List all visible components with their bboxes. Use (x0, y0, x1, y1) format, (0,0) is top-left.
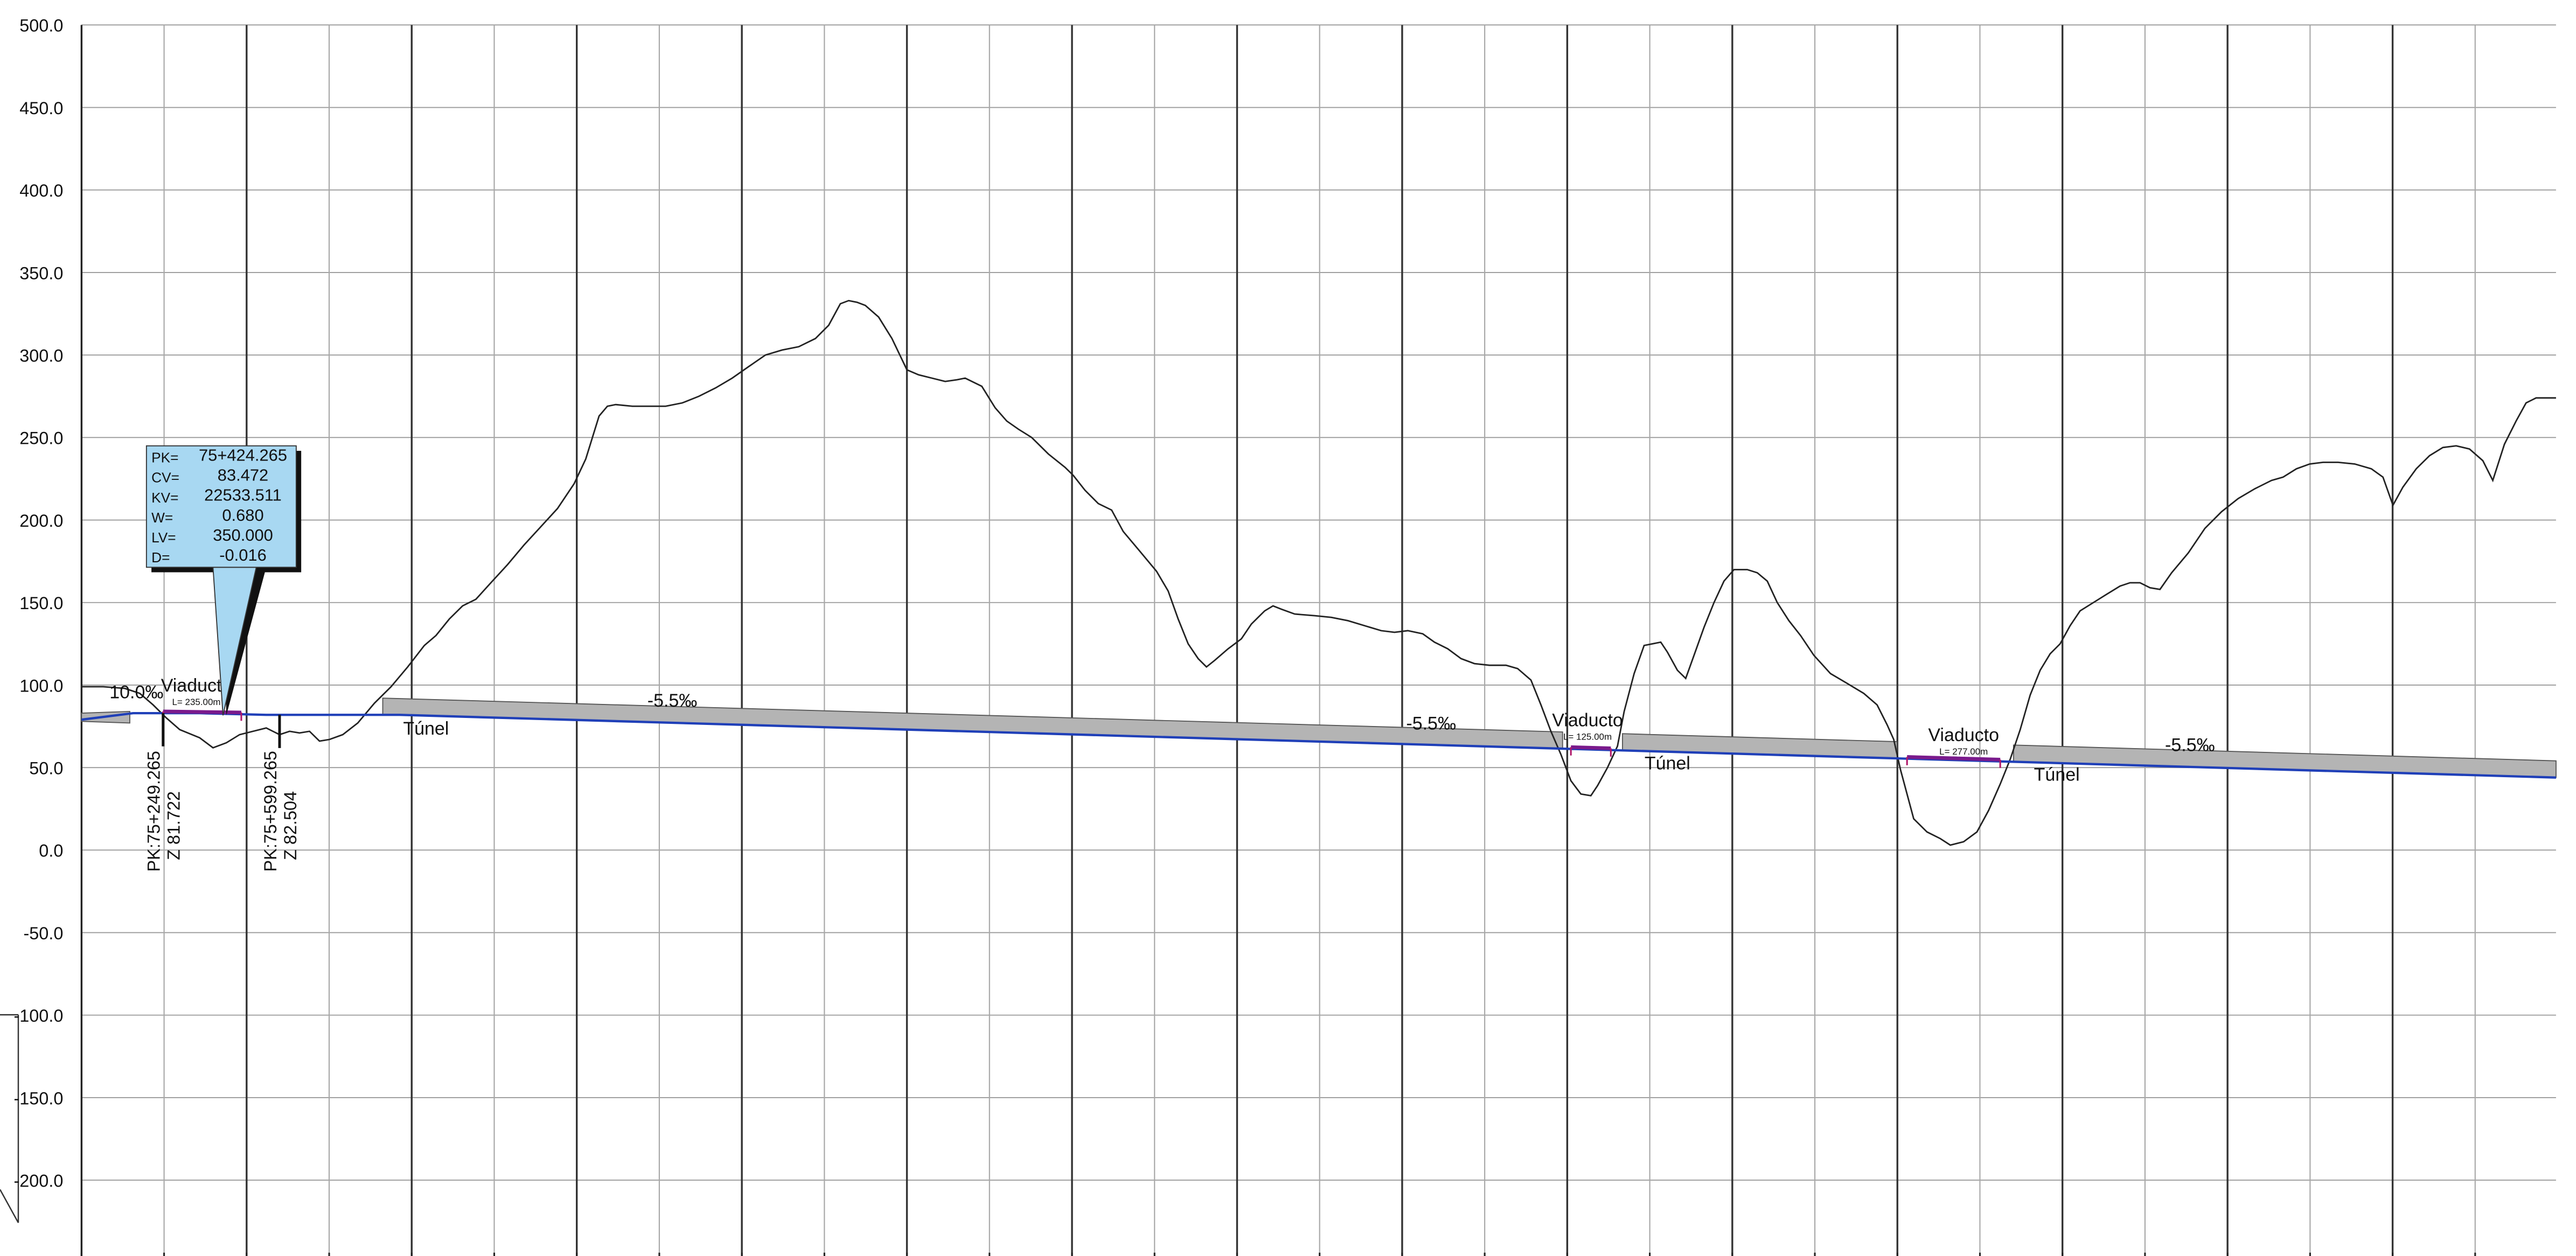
callout-value: 350.000 (213, 526, 273, 545)
y-tick-label: 300.0 (19, 346, 63, 365)
callout-box (145, 445, 297, 568)
callout-value: 75+424.265 (199, 446, 287, 465)
y-tick-label: -200.0 (13, 1171, 63, 1191)
callout-key: CV= (151, 470, 179, 486)
y-tick-label: 200.0 (19, 511, 63, 531)
terrain-line (81, 299, 2556, 846)
y-tick-label: 350.0 (19, 263, 63, 283)
callout-value: 22533.511 (204, 486, 282, 505)
viaduct-deck (1907, 755, 2001, 762)
y-tick-label: -100.0 (13, 1006, 63, 1025)
grid (0, 24, 2556, 1256)
marker-z: Z 81.722 (164, 791, 184, 860)
viaduct-deck (1571, 745, 1611, 750)
y-tick-label: -150.0 (13, 1088, 63, 1108)
callout-value: 0.680 (222, 506, 263, 525)
grade-label: -5.5‰ (648, 690, 698, 711)
y-tick-label: 100.0 (19, 676, 63, 695)
y-tick-label: 250.0 (19, 429, 63, 448)
y-tick-label: 0.0 (39, 841, 63, 861)
y-tick-label: -50.0 (23, 924, 63, 943)
viaduct-label: Viaducto (161, 675, 232, 696)
y-tick-label: -250.0 (13, 1254, 63, 1256)
tunnels: Túnel Túnel Túnel (81, 697, 2557, 785)
viaduct-length: L= 277.00m (1939, 746, 1988, 757)
callout-key: PK= (151, 450, 178, 466)
marker-z: Z 82.504 (281, 791, 300, 860)
callout-key: D= (151, 549, 170, 566)
callout-value: 83.472 (218, 466, 268, 485)
grade-labels: 10.0‰ -5.5‰ -5.5‰ -5.5‰ (109, 682, 2215, 755)
viaduct-label: Viaducto (1928, 725, 1999, 745)
y-tick-label: 150.0 (19, 594, 63, 613)
frame-edge (0, 1014, 19, 1223)
viaduct-length: L= 235.00m (172, 697, 220, 707)
pk-markers: PK:75+249.265 Z 81.722 PK:75+599.265 Z 82.5… (144, 713, 300, 872)
marker-pk: PK:75+249.265 (144, 751, 164, 871)
tunnel-label: Túnel (1645, 753, 1690, 773)
callout-key: LV= (151, 529, 176, 546)
grade-label: -5.5‰ (2165, 735, 2215, 756)
y-tick-label: 450.0 (19, 99, 63, 118)
tunnel-band (382, 697, 1563, 749)
y-tick-label: 50.0 (29, 759, 63, 778)
grade-label: -5.5‰ (1406, 714, 1456, 734)
tunnel-label: Túnel (2034, 765, 2080, 785)
y-tick-label: 400.0 (19, 181, 63, 200)
callout-key: W= (151, 510, 173, 526)
viaduct-length: L= 125.00m (1563, 731, 1612, 742)
callout-value: -0.016 (219, 546, 267, 564)
grade-label: 10.0‰ (109, 682, 163, 702)
marker-pk: PK:75+599.265 (261, 751, 280, 871)
info-callout: PK= 75+424.265 CV= 83.472 KV= 22533.511 W= 0.68… (145, 445, 302, 716)
callout-key: KV= (151, 490, 178, 506)
y-axis-labels: 500.0 450.0 400.0 350.0 300.0 250.0 200.0 150.0… (13, 16, 63, 1256)
viaduct-deck (163, 709, 241, 715)
y-tick-label: 500.0 (19, 16, 63, 36)
tunnel-label: Túnel (403, 718, 449, 739)
viaduct-label: Viaducto (1552, 710, 1623, 731)
